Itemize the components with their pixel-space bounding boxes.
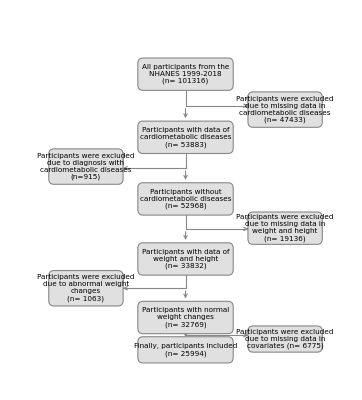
FancyBboxPatch shape	[138, 301, 233, 334]
FancyBboxPatch shape	[138, 121, 233, 154]
Text: Participants were excluded
due to diagnosis with
cardiometabolic diseases
(n=915: Participants were excluded due to diagno…	[37, 153, 135, 180]
Text: Participants with data of
weight and height
(n= 33832): Participants with data of weight and hei…	[142, 249, 229, 269]
Text: Participants were excluded
due to missing data in
covariates (n= 6775): Participants were excluded due to missin…	[236, 329, 334, 349]
Text: Participants with data of
cardiometabolic diseases
(n= 53883): Participants with data of cardiometaboli…	[140, 127, 231, 148]
FancyBboxPatch shape	[138, 337, 233, 363]
Text: Finally, participants included
(n= 25994): Finally, participants included (n= 25994…	[134, 343, 237, 356]
Text: Participants were excluded
due to missing data in
weight and height
(n= 19136): Participants were excluded due to missin…	[236, 214, 334, 242]
FancyBboxPatch shape	[138, 183, 233, 215]
FancyBboxPatch shape	[248, 326, 322, 352]
FancyBboxPatch shape	[49, 270, 123, 306]
FancyBboxPatch shape	[248, 92, 322, 127]
FancyBboxPatch shape	[138, 58, 233, 90]
Text: Participants without
cardiometabolic diseases
(n= 52968): Participants without cardiometabolic dis…	[140, 189, 231, 209]
FancyBboxPatch shape	[49, 149, 123, 184]
Text: All participants from the
NHANES 1999-2018
(n= 101316): All participants from the NHANES 1999-20…	[142, 64, 229, 84]
Text: Participants were excluded
due to abnormal weight
changes
(n= 1063): Participants were excluded due to abnorm…	[37, 274, 135, 302]
FancyBboxPatch shape	[138, 243, 233, 275]
Text: Participants were excluded
due to missing data in
cardiometabolic diseases
(n= 4: Participants were excluded due to missin…	[236, 96, 334, 123]
Text: Participants with normal
weight changes
(n= 32769): Participants with normal weight changes …	[142, 307, 229, 328]
FancyBboxPatch shape	[248, 212, 322, 244]
